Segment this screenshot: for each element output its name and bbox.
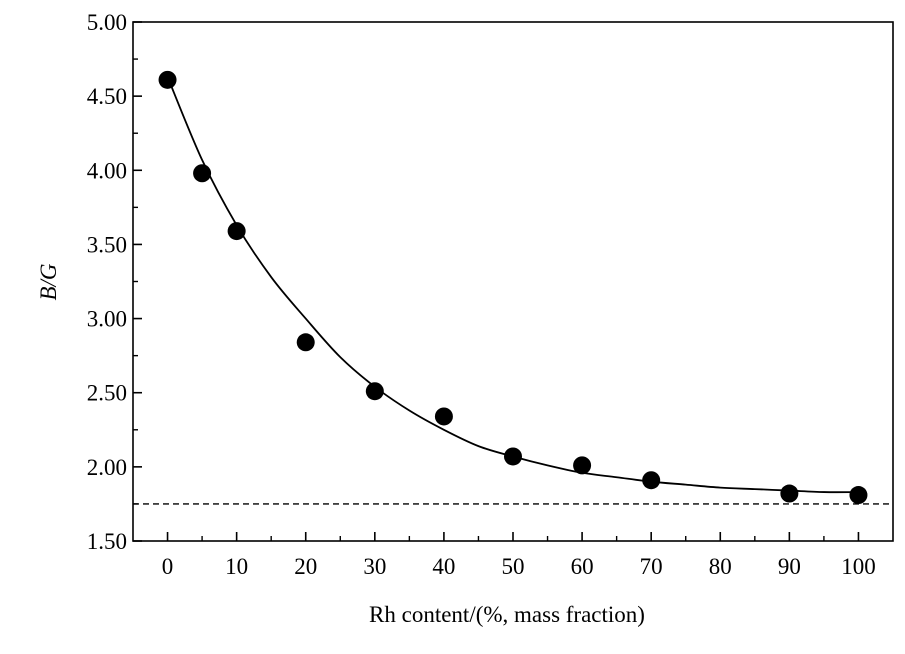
y-axis-title: B/G (36, 263, 61, 300)
data-point (227, 222, 246, 241)
data-points-group (158, 70, 868, 505)
fit-curve (166, 76, 859, 494)
data-point (573, 456, 592, 475)
x-tick-label: 70 (640, 554, 663, 579)
y-axis-ticks: 1.50 2.00 2.50 3.00 3.50 4.00 4.50 5.00 (87, 10, 142, 554)
y-tick-label: 1.50 (87, 529, 127, 554)
x-tick-label: 10 (225, 554, 248, 579)
y-tick-label: 2.00 (87, 455, 127, 480)
data-point (434, 407, 453, 426)
data-point (193, 164, 212, 183)
x-tick-label: 0 (162, 554, 174, 579)
fit-curve-group (166, 76, 859, 494)
data-point (849, 486, 868, 505)
data-point (296, 333, 315, 352)
x-tick-label: 100 (841, 554, 876, 579)
x-tick-label: 50 (502, 554, 525, 579)
data-point (365, 382, 384, 401)
data-point (780, 484, 799, 503)
x-tick-label: 80 (709, 554, 732, 579)
x-tick-label: 40 (432, 554, 455, 579)
x-tick-label: 90 (778, 554, 801, 579)
x-tick-label: 60 (571, 554, 594, 579)
x-tick-label: 30 (363, 554, 386, 579)
x-axis-title: Rh content/(%, mass fraction) (369, 602, 645, 627)
x-tick-label: 20 (294, 554, 317, 579)
x-axis-ticks: 0 10 20 30 40 50 60 70 80 90 100 (162, 532, 876, 579)
data-point (642, 471, 661, 490)
data-point (158, 70, 177, 89)
data-point (504, 447, 522, 466)
y-tick-label: 3.00 (87, 307, 127, 332)
y-tick-label: 5.00 (87, 10, 127, 35)
y-tick-label: 3.50 (87, 232, 127, 257)
y-tick-label: 4.50 (87, 84, 127, 109)
y-tick-label: 2.50 (87, 381, 127, 406)
y-tick-label: 4.00 (87, 158, 127, 183)
